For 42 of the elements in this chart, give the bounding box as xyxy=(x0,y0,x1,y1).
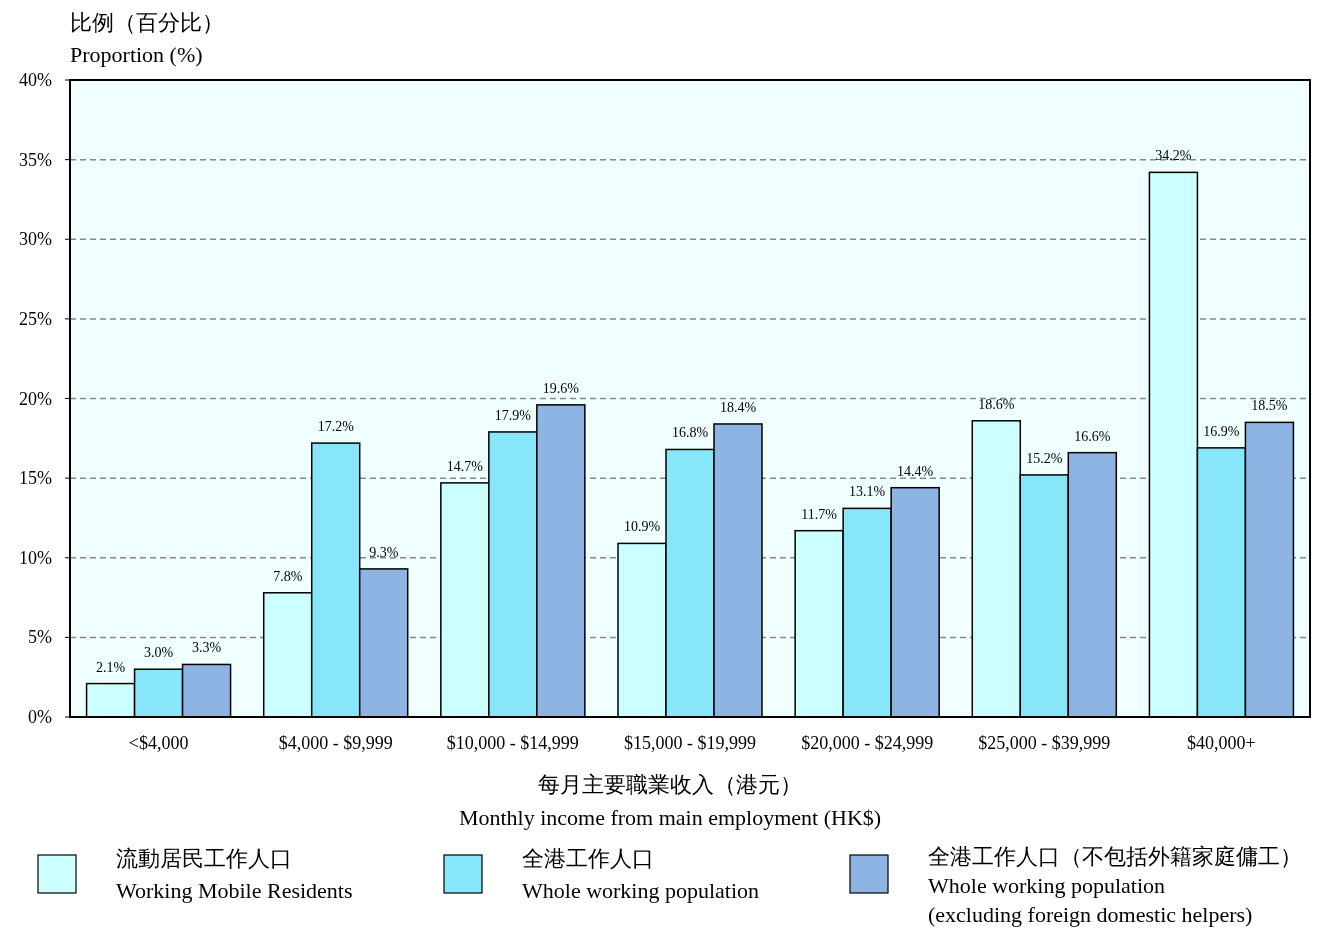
data-label: 3.0% xyxy=(143,645,174,661)
y-tick-label: 10% xyxy=(19,547,52,568)
y-tick-label: 30% xyxy=(19,229,52,250)
data-label: 16.9% xyxy=(1203,423,1240,439)
x-tick-label: $40,000+ xyxy=(1187,733,1256,753)
data-label: 16.8% xyxy=(671,425,709,441)
data-label: 34.2% xyxy=(1155,148,1192,164)
data-label: 11.7% xyxy=(801,506,838,522)
data-label: 14.4% xyxy=(897,463,934,479)
data-label: 18.5% xyxy=(1251,398,1288,414)
y-tick-label: 0% xyxy=(28,707,52,727)
data-label: 9.3% xyxy=(369,544,399,560)
data-label: 7.8% xyxy=(273,568,303,584)
data-label: 18.6% xyxy=(978,396,1015,412)
data-label: 17.9% xyxy=(494,407,532,423)
x-tick-label: $25,000 - $39,999 xyxy=(978,733,1111,753)
data-label: 3.3% xyxy=(191,640,222,656)
y-tick-label: 35% xyxy=(19,149,52,170)
y-axis-title: 比例（百分比） Proportion (%) xyxy=(70,10,224,67)
y-tick-label: 25% xyxy=(19,308,52,329)
x-tick-label: $4,000 - $9,999 xyxy=(278,733,393,753)
data-label: 18.4% xyxy=(719,399,757,415)
x-axis-title: 每月主要職業收入（港元） Monthly income from main employment (HK$) xyxy=(458,772,882,830)
y-tick-label: 5% xyxy=(28,627,52,648)
y-tick-label: 15% xyxy=(19,468,52,489)
data-label: 2.1% xyxy=(95,659,126,675)
legend-label: 全港工作人口 Whole working population xyxy=(522,846,760,903)
legend-label: 流動居民工作人口 Working Mobile Residents xyxy=(116,846,353,903)
x-tick-label: $15,000 - $19,999 xyxy=(624,733,756,753)
data-label: 14.7% xyxy=(446,458,484,474)
y-tick-label: 20% xyxy=(19,388,52,409)
x-tick-label: $10,000 - $14,999 xyxy=(446,733,579,753)
data-label: 10.9% xyxy=(623,519,661,535)
data-label: 16.6% xyxy=(1074,428,1111,444)
data-label: 17.2% xyxy=(317,419,355,435)
data-label: 19.6% xyxy=(542,380,580,396)
data-label: 13.1% xyxy=(849,484,886,500)
x-tick-label: <$4,000 xyxy=(128,733,189,753)
x-tick-label: $20,000 - $24,999 xyxy=(801,733,934,753)
y-tick-label: 40% xyxy=(19,70,52,90)
data-label: 15.2% xyxy=(1026,450,1063,466)
legend-label: 全港工作人口（不包括外籍家庭傭工） Whole working population (excluding foreign domestic helpers) xyxy=(928,844,1302,927)
